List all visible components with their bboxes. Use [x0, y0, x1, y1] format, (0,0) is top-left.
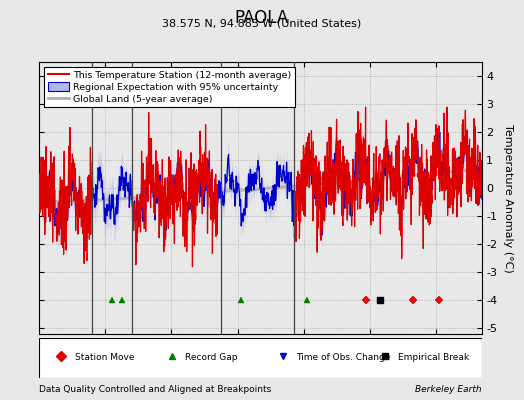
Text: Record Gap: Record Gap — [185, 354, 238, 362]
Text: Data Quality Controlled and Aligned at Breakpoints: Data Quality Controlled and Aligned at B… — [39, 385, 271, 394]
Text: Berkeley Earth: Berkeley Earth — [416, 385, 482, 394]
Text: Time of Obs. Change: Time of Obs. Change — [296, 354, 390, 362]
Y-axis label: Temperature Anomaly (°C): Temperature Anomaly (°C) — [503, 124, 513, 272]
Legend: This Temperature Station (12-month average), Regional Expectation with 95% uncer: This Temperature Station (12-month avera… — [44, 67, 296, 107]
Text: Empirical Break: Empirical Break — [398, 354, 469, 362]
Text: PAOLA: PAOLA — [235, 9, 289, 27]
Text: Station Move: Station Move — [75, 354, 134, 362]
FancyBboxPatch shape — [39, 338, 482, 378]
Text: 38.575 N, 94.883 W (United States): 38.575 N, 94.883 W (United States) — [162, 18, 362, 28]
